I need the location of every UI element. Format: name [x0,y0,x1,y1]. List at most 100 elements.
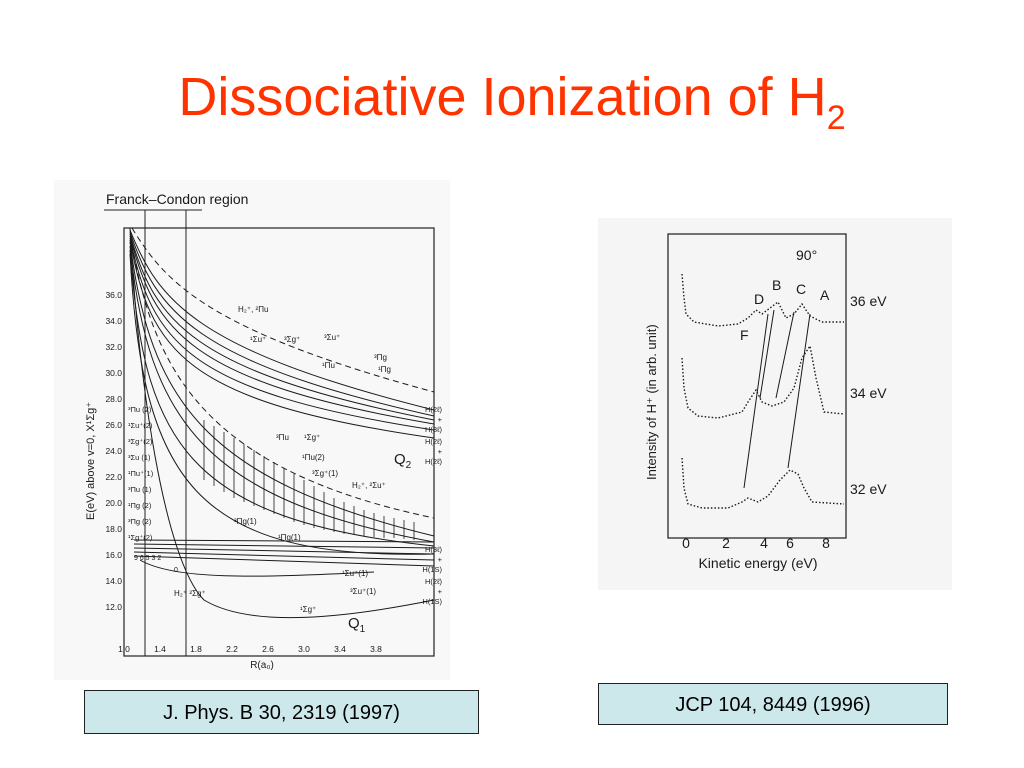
angle-label: 90° [796,247,817,263]
x-tick: 3.0 [298,644,310,654]
peak-labels: A B C D F [740,277,830,343]
y-tick: 20.0 [105,498,122,508]
y-ticks: 36.0 34.0 32.0 30.0 28.0 26.0 24.0 22.0 … [105,290,122,612]
y-tick: 32.0 [105,342,122,352]
label-v0: 0 [174,567,178,574]
label-sigma-u3-1: ³Σu⁺(1) [350,587,376,596]
title-subscript: 2 [826,99,846,137]
plot-frame [123,227,435,657]
y-tick: 18.0 [105,524,122,534]
energy-label-34: 34 eV [850,385,887,401]
x-tick: 1.0 [118,644,130,654]
potential-energy-figure: Franck–Condon region E(eV) above v=0, X¹… [54,180,450,680]
state-label: ³Πg (2) [128,517,152,526]
hline-2 [133,543,435,549]
curve-4 [129,235,435,425]
curve-q2-lower [129,245,435,543]
spectra-frame [667,233,847,539]
energy-label-36: 36 eV [850,293,887,309]
hline-4 [133,551,435,561]
asymptote-b2: + [438,447,443,456]
state-label: ¹Πg (2) [128,501,152,510]
asymptote-c1: H(3ℓ) [425,545,443,554]
hatching [203,420,415,540]
curve-5 [129,237,435,431]
x-tick: 1.4 [154,644,166,654]
y-tick: 22.0 [105,472,122,482]
label-sigma-u3: ³Σu⁺ [324,333,340,342]
asymptote-c2: + [438,555,443,564]
label-pi-g3: ³Πg [374,353,387,362]
x-axis-label: Kinetic energy (eV) [698,555,817,571]
y-axis-label: Intensity of H⁺ (in arb. unit) [644,324,659,480]
potential-energy-svg: Franck–Condon region E(eV) above v=0, X¹… [85,191,443,671]
x-tick: 4 [760,535,768,551]
x-axis-label: R(a₀) [250,660,274,671]
curve-6 [129,239,435,439]
x-tick: 2.6 [262,644,274,654]
asymptote-labels: H(2ℓ) + H(3ℓ) H(2ℓ) + H(2ℓ) H(3ℓ) + H(1S… [422,405,442,606]
label-h2plus-sigma-u: H₂⁺, ²Σu⁺ [352,481,386,490]
kinetic-energy-figure: 90° Intensity of H⁺ (in arb. unit) 0 2 4… [598,218,952,590]
potential-curves [129,227,435,619]
asymptote-a3: H(3ℓ) [425,425,443,434]
correlation-lines [743,309,811,489]
ground-state-curve [139,559,375,577]
state-label: ³Σu (1) [128,453,151,462]
state-label: ³Σg⁺(2) [128,437,153,446]
franck-condon-header: Franck–Condon region [106,191,248,207]
y-tick: 26.0 [105,420,122,430]
label-pi-g1-1: ¹Πg(1) [278,533,301,542]
asymptote-a1: H(2ℓ) [425,405,443,414]
hline-5 [133,555,435,567]
asymptote-d3: H(1S) [422,597,442,606]
peak-label-d: D [754,291,764,307]
x-tick: 0 [682,535,690,551]
y-tick: 28.0 [105,394,122,404]
y-tick: 24.0 [105,446,122,456]
q1-label: Q1 [348,615,366,635]
curve-labels: H₂⁺, ²Πu ¹Σu⁺ ³Σg⁺ ³Σu⁺ ³Πg ¹Πg ¹Πu ³Πu … [134,305,391,614]
label-sigma-g3: ³Σg⁺ [284,335,300,344]
x-tick: 1.8 [190,644,202,654]
kinetic-energy-svg: 90° Intensity of H⁺ (in arb. unit) 0 2 4… [644,233,887,571]
curve-q1 [129,227,435,619]
energy-labels: 36 eV 34 eV 32 eV [850,293,887,497]
title-text: Dissociative Ionization of H [178,67,827,127]
curve-q2-upper [129,241,435,537]
reference-right: JCP 104, 8449 (1996) [598,683,948,725]
label-vib-levels: 9 6 5 3 2 [134,555,161,562]
hline-3 [133,547,435,555]
label-h2plus-sigma-g: H₂⁺ ²Σg⁺ [174,589,206,598]
spectra-traces [681,273,845,509]
curve-2 [129,231,435,417]
label-pi-g-1: ³Πg(1) [234,517,257,526]
energy-label-32: 32 eV [850,481,887,497]
peak-label-f: F [740,327,749,343]
spectrum-34ev [681,344,845,419]
y-tick: 16.0 [105,550,122,560]
curve-dashed-mid [131,243,435,519]
label-sigma-g1: ¹Σg⁺ [304,433,320,442]
label-pi-u3: ³Πu [276,433,289,442]
asymptote-b3: H(2ℓ) [425,457,443,466]
y-tick: 14.0 [105,576,122,586]
x-ticks: 0 2 4 6 8 [682,535,830,551]
asymptote-a2: + [438,415,443,424]
spectrum-32ev [681,457,845,509]
y-tick: 36.0 [105,290,122,300]
peak-label-c: C [796,281,806,297]
y-axis-label: E(eV) above v=0, X¹Σg⁺ [85,402,97,520]
left-state-labels: ³Πu (2) ¹Σu⁺(2) ³Σg⁺(2) ³Σu (1) ¹Πu⁺(1) … [128,405,154,542]
x-tick: 2 [722,535,730,551]
label-sigma-u-1: ¹Σu⁺(1) [342,569,368,578]
asymptote-d2: + [438,587,443,596]
state-label: ¹Σg⁺(2) [128,533,153,542]
label-pi-g1: ¹Πg [378,365,391,374]
y-tick: 34.0 [105,316,122,326]
spectrum-36ev [681,273,844,327]
label-sigma-g-1: ³Σg⁺(1) [312,469,338,478]
state-label: ¹Σu⁺(2) [128,421,153,430]
state-label: ³Πu (1) [128,485,152,494]
curve-dashed-top [131,227,435,393]
